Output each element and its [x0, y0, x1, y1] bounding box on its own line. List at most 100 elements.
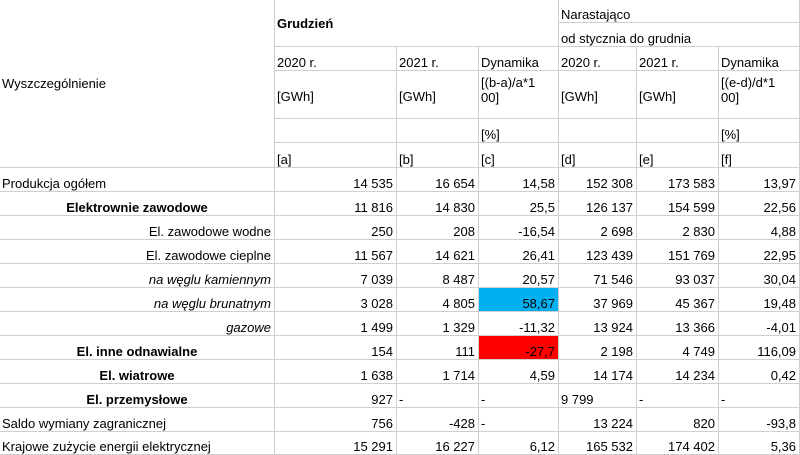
header-month-group[interactable]: Grudzień	[275, 0, 559, 47]
cell-b[interactable]: 16 654	[397, 168, 479, 192]
cell-f[interactable]: 0,42	[719, 360, 800, 384]
col-dyn-grudzien[interactable]: Dynamika	[479, 47, 559, 71]
cell-a[interactable]: 14 535	[275, 168, 397, 192]
row-label-przemyslowe[interactable]: El. przemysłowe	[0, 384, 275, 408]
cell-f[interactable]: 22,95	[719, 240, 800, 264]
letter-c[interactable]: [c]	[479, 143, 559, 168]
pct-d-empty[interactable]	[559, 119, 637, 143]
cell-a[interactable]: 1 499	[275, 312, 397, 336]
cell-f[interactable]: 19,48	[719, 288, 800, 312]
row-label-elektrownie-zawodowe[interactable]: Elektrownie zawodowe	[0, 192, 275, 216]
cell-d[interactable]: 2 198	[559, 336, 637, 360]
cell-a[interactable]: 11 567	[275, 240, 397, 264]
cell-e[interactable]: 173 583	[637, 168, 719, 192]
cell-b[interactable]: 14 621	[397, 240, 479, 264]
header-cumulative-line2[interactable]: od stycznia do grudnia	[559, 23, 800, 47]
cell-e[interactable]: 2 830	[637, 216, 719, 240]
cell-d[interactable]: 13 224	[559, 408, 637, 432]
cell-c[interactable]: 14,58	[479, 168, 559, 192]
cell-f[interactable]: 4,88	[719, 216, 800, 240]
cell-e[interactable]: 14 234	[637, 360, 719, 384]
row-label-inne-odnawialne[interactable]: El. inne odnawialne	[0, 336, 275, 360]
letter-b[interactable]: [b]	[397, 143, 479, 168]
row-label-zawodowe-cieplne[interactable]: El. zawodowe cieplne	[0, 240, 275, 264]
cell-c[interactable]: 25,5	[479, 192, 559, 216]
pct-c[interactable]: [%]	[479, 119, 559, 143]
row-label-gazowe[interactable]: gazowe	[0, 312, 275, 336]
cell-d[interactable]: 165 532	[559, 432, 637, 455]
col-2020-grudzien[interactable]: 2020 r.	[275, 47, 397, 71]
cell-b[interactable]: 1 714	[397, 360, 479, 384]
row-label-wegiel-brunatny[interactable]: na węglu brunatnym	[0, 288, 275, 312]
cell-e[interactable]: 13 366	[637, 312, 719, 336]
cell-b[interactable]: 16 227	[397, 432, 479, 455]
row-label-wegiel-kamienny[interactable]: na węglu kamiennym	[0, 264, 275, 288]
cell-d[interactable]: 2 698	[559, 216, 637, 240]
cell-e[interactable]: 174 402	[637, 432, 719, 455]
cell-f[interactable]: -4,01	[719, 312, 800, 336]
pct-a-empty[interactable]	[275, 119, 397, 143]
row-label-saldo[interactable]: Saldo wymiany zagranicznej	[0, 408, 275, 432]
col-dyn-cumulative[interactable]: Dynamika	[719, 47, 800, 71]
cell-e[interactable]: 93 037	[637, 264, 719, 288]
cell-e[interactable]: 154 599	[637, 192, 719, 216]
cell-e[interactable]: 151 769	[637, 240, 719, 264]
cell-b[interactable]: 4 805	[397, 288, 479, 312]
cell-b[interactable]: -	[397, 384, 479, 408]
cell-a[interactable]: 250	[275, 216, 397, 240]
cell-c[interactable]: -	[479, 384, 559, 408]
unit-b[interactable]: [GWh]	[397, 71, 479, 119]
letter-d[interactable]: [d]	[559, 143, 637, 168]
formula-c[interactable]: [(b-a)/a*100]	[479, 71, 559, 119]
unit-d[interactable]: [GWh]	[559, 71, 637, 119]
cell-c[interactable]: 4,59	[479, 360, 559, 384]
cell-f[interactable]: 116,09	[719, 336, 800, 360]
row-label-zawodowe-wodne[interactable]: El. zawodowe wodne	[0, 216, 275, 240]
cell-c[interactable]: 26,41	[479, 240, 559, 264]
cell-a[interactable]: 7 039	[275, 264, 397, 288]
cell-c[interactable]: -	[479, 408, 559, 432]
unit-a[interactable]: [GWh]	[275, 71, 397, 119]
pct-e-empty[interactable]	[637, 119, 719, 143]
cell-d[interactable]: 71 546	[559, 264, 637, 288]
col-2021-cumulative[interactable]: 2021 r.	[637, 47, 719, 71]
cell-c[interactable]: -16,54	[479, 216, 559, 240]
cell-f[interactable]: 13,97	[719, 168, 800, 192]
cell-c[interactable]: 20,57	[479, 264, 559, 288]
cell-f[interactable]: 30,04	[719, 264, 800, 288]
cell-d[interactable]: 37 969	[559, 288, 637, 312]
cell-b[interactable]: 111	[397, 336, 479, 360]
row-label-krajowe-zuzycie[interactable]: Krajowe zużycie energii elektrycznej	[0, 432, 275, 455]
cell-b[interactable]: 8 487	[397, 264, 479, 288]
cell-d[interactable]: 14 174	[559, 360, 637, 384]
cell-a[interactable]: 927	[275, 384, 397, 408]
col-2021-grudzien[interactable]: 2021 r.	[397, 47, 479, 71]
cell-a[interactable]: 154	[275, 336, 397, 360]
cell-f[interactable]: -93,8	[719, 408, 800, 432]
cell-e[interactable]: 45 367	[637, 288, 719, 312]
cell-e[interactable]: 4 749	[637, 336, 719, 360]
cell-e[interactable]: 820	[637, 408, 719, 432]
cell-a[interactable]: 11 816	[275, 192, 397, 216]
cell-c[interactable]: -11,32	[479, 312, 559, 336]
unit-e[interactable]: [GWh]	[637, 71, 719, 119]
row-label-wiatrowe[interactable]: El. wiatrowe	[0, 360, 275, 384]
col-2020-cumulative[interactable]: 2020 r.	[559, 47, 637, 71]
row-label-produkcja[interactable]: Produkcja ogółem	[0, 168, 275, 192]
cell-d[interactable]: 126 137	[559, 192, 637, 216]
letter-e[interactable]: [e]	[637, 143, 719, 168]
cell-c[interactable]: 6,12	[479, 432, 559, 455]
cell-b[interactable]: -428	[397, 408, 479, 432]
cell-a[interactable]: 3 028	[275, 288, 397, 312]
cell-d[interactable]: 152 308	[559, 168, 637, 192]
letter-a[interactable]: [a]	[275, 143, 397, 168]
cell-b[interactable]: 1 329	[397, 312, 479, 336]
header-label-col[interactable]: Wyszczególnienie	[0, 0, 275, 168]
header-cumulative-line1[interactable]: Narastająco	[559, 0, 800, 23]
cell-c-highlight-negative[interactable]: -27,7	[479, 336, 559, 360]
cell-b[interactable]: 14 830	[397, 192, 479, 216]
cell-e[interactable]: -	[637, 384, 719, 408]
pct-b-empty[interactable]	[397, 119, 479, 143]
cell-d[interactable]: 9 799	[559, 384, 637, 408]
formula-f[interactable]: [(e-d)/d*100]	[719, 71, 800, 119]
